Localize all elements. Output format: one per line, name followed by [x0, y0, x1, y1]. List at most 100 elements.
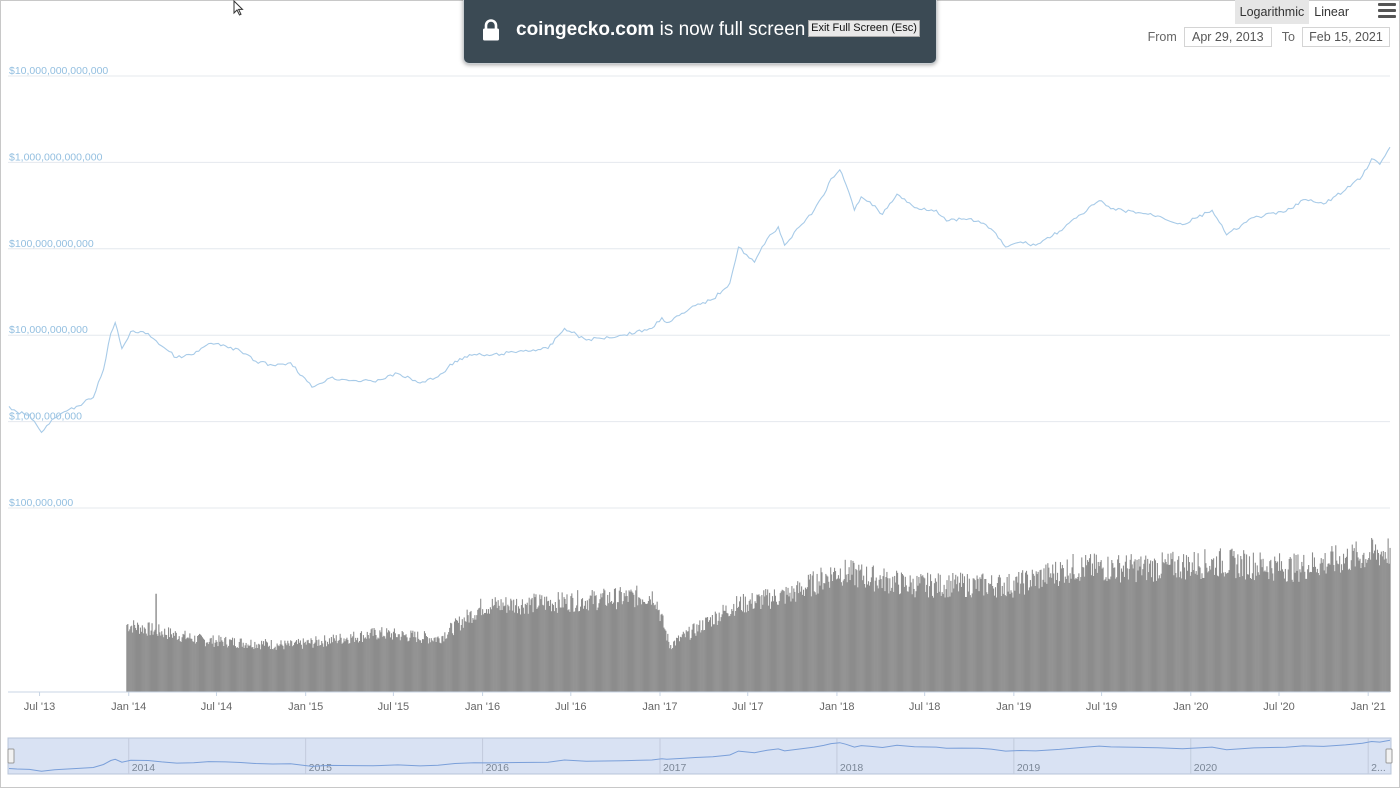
volume-bar — [470, 610, 472, 692]
volume-bar — [1389, 547, 1391, 692]
volume-bar — [1322, 559, 1324, 692]
volume-bar — [1173, 575, 1175, 692]
volume-bar — [643, 601, 645, 692]
volume-bar — [939, 574, 941, 692]
volume-bar — [969, 595, 971, 692]
volume-bar — [1168, 565, 1170, 692]
volume-bar — [1090, 575, 1093, 692]
volume-bar — [455, 619, 458, 692]
volume-bar — [275, 649, 277, 692]
volume-bar — [182, 633, 184, 692]
volume-bar — [271, 649, 273, 692]
volume-bar — [329, 643, 331, 692]
volume-bar — [1261, 567, 1263, 692]
volume-bar — [246, 647, 248, 692]
volume-bar — [731, 609, 733, 692]
volume-bar — [923, 577, 925, 692]
volume-bar — [759, 596, 761, 692]
volume-bar — [1203, 577, 1205, 692]
volume-bar — [483, 614, 485, 692]
volume-bar — [920, 574, 922, 692]
volume-bar — [1375, 559, 1378, 692]
volume-bar — [192, 641, 194, 692]
volume-bar — [1118, 555, 1120, 692]
volume-bar — [142, 633, 144, 692]
volume-bar — [645, 604, 648, 692]
volume-bar — [638, 597, 640, 692]
volume-bar — [342, 642, 344, 692]
volume-bar — [1290, 558, 1292, 692]
volume-bar — [1133, 561, 1135, 692]
volume-bar — [1105, 577, 1107, 692]
volume-bar — [1057, 585, 1060, 692]
navigator-handle-right[interactable] — [1385, 748, 1393, 764]
volume-bar — [374, 629, 376, 692]
volume-bar — [480, 598, 482, 692]
hamburger-menu-icon[interactable] — [1378, 2, 1396, 20]
volume-bar — [205, 642, 207, 692]
volume-bar — [1060, 568, 1062, 692]
series-line-market-cap — [8, 146, 1391, 434]
volume-bar — [260, 649, 262, 692]
volume-bar — [1201, 573, 1203, 692]
volume-bar — [1208, 571, 1210, 692]
linear-button[interactable]: Linear — [1314, 5, 1349, 19]
volume-bar — [1047, 563, 1049, 692]
volume-bar — [714, 611, 716, 692]
volume-bar — [686, 631, 688, 692]
volume-bar — [898, 594, 901, 692]
volume-bar — [975, 588, 977, 692]
volume-bar — [292, 646, 294, 692]
volume-bar — [352, 636, 354, 692]
volume-bar — [130, 626, 132, 692]
volume-bar — [1186, 570, 1188, 692]
x-tick-label: Jan '21 — [1351, 701, 1386, 713]
volume-bar — [987, 594, 989, 692]
volume-bar — [878, 579, 880, 692]
volume-bar — [1300, 572, 1302, 692]
volume-bar — [687, 631, 689, 692]
logarithmic-button[interactable]: Logarithmic — [1234, 0, 1310, 24]
volume-bar — [1215, 556, 1218, 692]
volume-bar — [776, 604, 778, 692]
volume-bar — [911, 594, 913, 692]
volume-bar — [616, 602, 618, 692]
volume-bar — [1204, 549, 1206, 692]
volume-bar — [935, 581, 937, 692]
volume-bar — [902, 575, 904, 692]
volume-bar — [315, 636, 317, 692]
volume-bar — [346, 637, 348, 692]
volume-bar — [409, 637, 411, 692]
volume-bar — [775, 601, 777, 692]
to-date-input[interactable] — [1302, 27, 1390, 47]
volume-bar — [159, 632, 161, 692]
x-tick-label: Jul '16 — [555, 701, 586, 713]
volume-bar — [430, 638, 432, 692]
x-tick-label: Jul '13 — [24, 701, 55, 713]
volume-bar — [303, 643, 305, 692]
volume-bar — [863, 575, 865, 692]
navigator-handle-left[interactable] — [7, 748, 15, 764]
volume-bar — [693, 623, 695, 692]
volume-bar — [834, 567, 836, 692]
volume-bar — [1031, 569, 1033, 692]
volume-bar — [282, 645, 284, 692]
volume-bar — [820, 567, 822, 692]
volume-bar — [392, 631, 395, 692]
volume-bar — [440, 643, 442, 692]
volume-bar — [475, 619, 477, 692]
volume-bar — [203, 639, 205, 692]
volume-bar — [169, 628, 172, 692]
from-date-input[interactable] — [1183, 27, 1272, 47]
volume-bar — [199, 633, 201, 692]
volume-bar — [1234, 557, 1236, 692]
volume-bar — [658, 609, 660, 692]
exit-fullscreen-button[interactable]: Exit Full Screen (Esc) — [808, 20, 920, 37]
volume-bar — [1247, 574, 1249, 692]
volume-bar — [621, 604, 623, 692]
volume-bar — [847, 574, 849, 692]
navigator-mask[interactable] — [7, 737, 1392, 775]
volume-bar — [202, 638, 204, 692]
volume-bar — [894, 575, 896, 692]
volume-bar — [966, 574, 968, 692]
